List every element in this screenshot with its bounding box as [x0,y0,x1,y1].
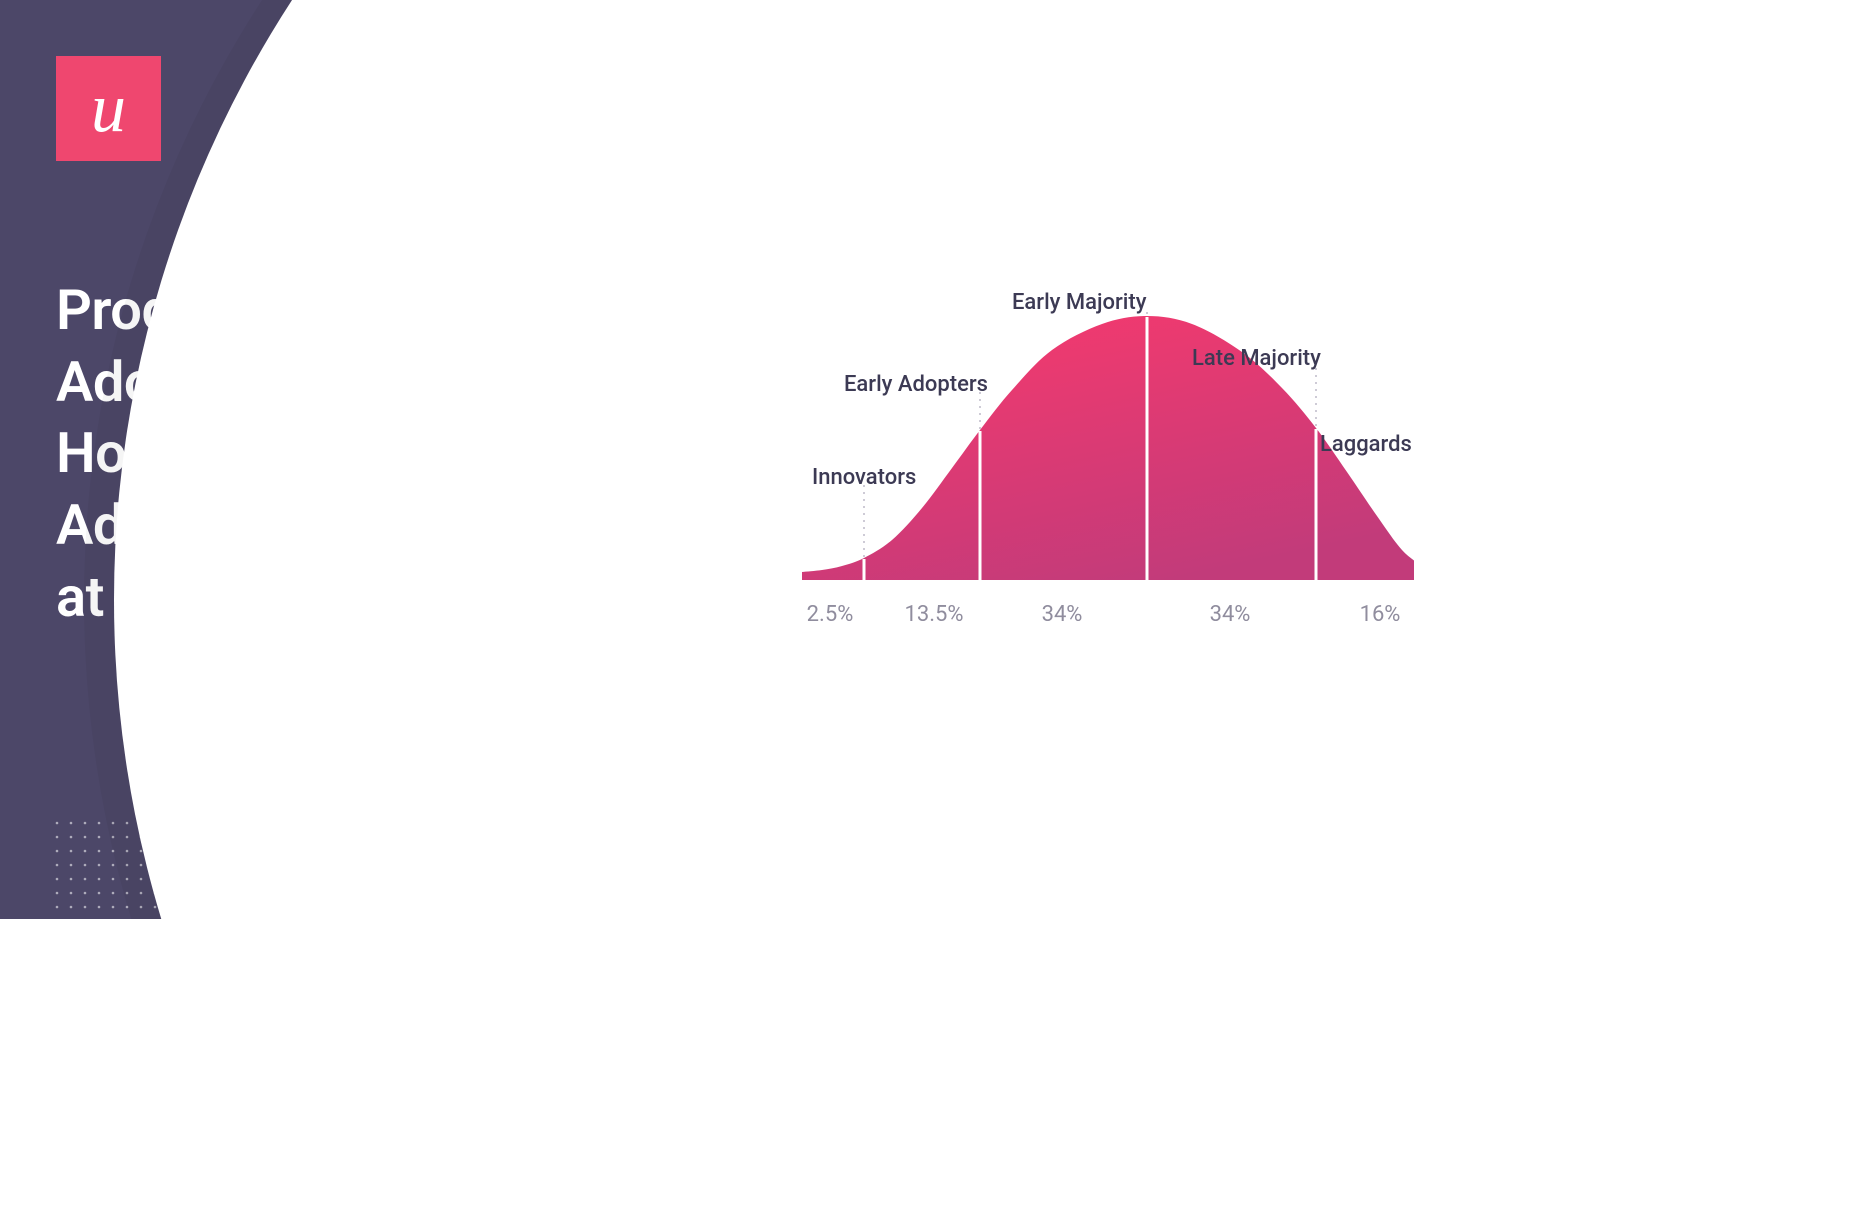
segment-label-laggards: Laggards [1320,432,1412,457]
segment-pct-early_majority: 34% [1042,602,1083,627]
segment-label-innovators: Innovators [812,465,916,490]
segment-label-early_majority: Early Majority [1012,290,1147,315]
page-canvas: u ProductAdoption Curve:How to ImproveAd… [0,0,1876,1228]
brand-logo: u [56,56,161,161]
segment-label-late_majority: Late Majority [1192,346,1321,371]
segment-pct-late_majority: 34% [1210,602,1251,627]
segment-pct-innovators: 2.5% [807,602,854,627]
segment-pct-early_adopters: 13.5% [904,602,963,627]
segment-label-early_adopters: Early Adopters [844,372,988,397]
adoption-curve-chart: Innovators Early Adopters Early Majority La… [802,260,1414,700]
brand-logo-glyph: u [91,74,126,144]
hero-panel: u ProductAdoption Curve:How to ImproveAd… [0,0,1414,919]
segment-pct-laggards: 16% [1360,602,1401,627]
